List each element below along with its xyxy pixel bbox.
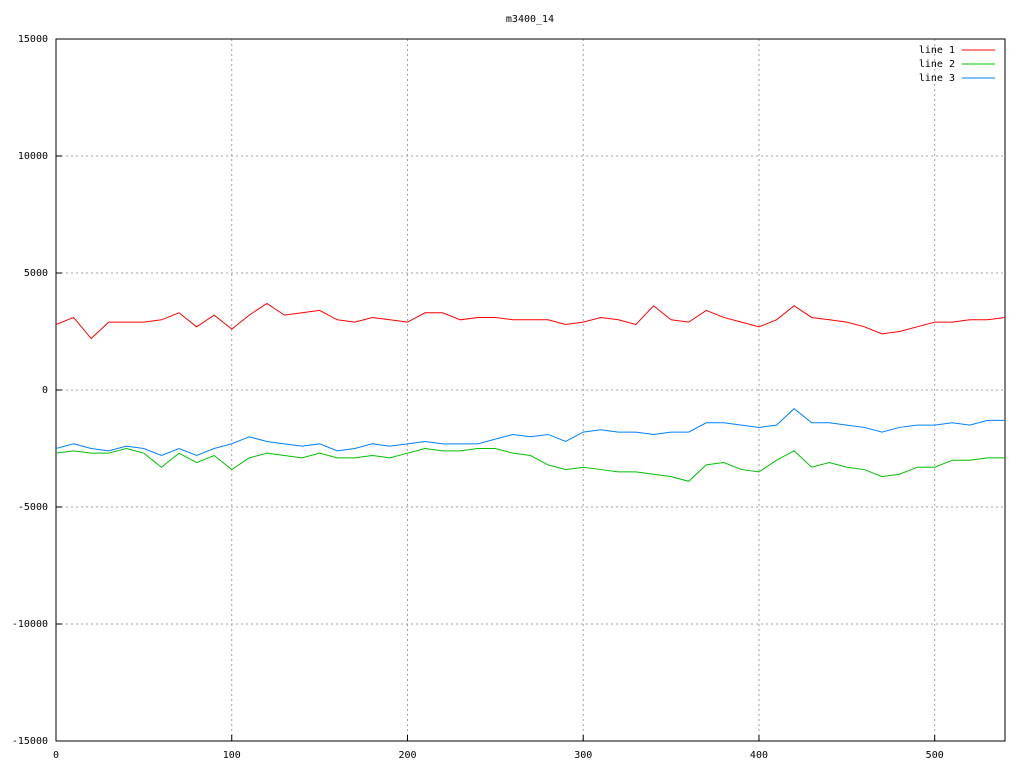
plot-frame xyxy=(55,38,1006,742)
chart-title: m3400_14 xyxy=(506,14,554,25)
x-tick-label: 300 xyxy=(574,750,592,761)
y-tick-label: -10000 xyxy=(12,619,48,630)
y-tick-label: 5000 xyxy=(24,268,48,279)
x-tick-label: 400 xyxy=(750,750,768,761)
y-tick-label: -15000 xyxy=(12,736,48,747)
y-tick-label: 10000 xyxy=(18,151,48,162)
data-line xyxy=(55,447,1005,482)
legend-label: line 3 xyxy=(919,73,955,84)
data-line xyxy=(55,408,1005,457)
y-tick-label: 0 xyxy=(42,385,48,396)
x-tick-label: 0 xyxy=(53,750,59,761)
y-tick-label: -5000 xyxy=(18,502,48,513)
y-tick-label: 15000 xyxy=(18,34,48,45)
x-tick-label: 200 xyxy=(398,750,416,761)
data-line xyxy=(55,302,1006,340)
legend-label: line 2 xyxy=(919,59,955,70)
x-tick-label: 100 xyxy=(223,750,241,761)
legend-label: line 1 xyxy=(919,45,955,56)
x-tick-label: 500 xyxy=(926,750,944,761)
